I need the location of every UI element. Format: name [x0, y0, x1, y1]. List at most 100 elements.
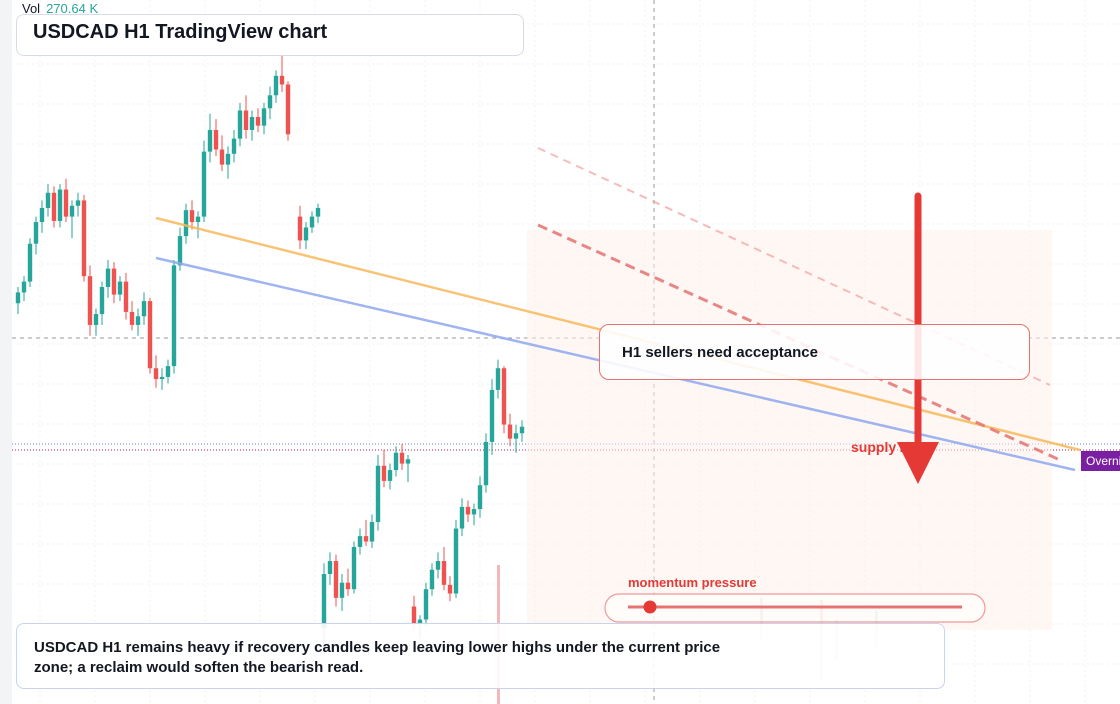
candle-body: [213, 129, 219, 150]
candle-body: [81, 200, 87, 277]
volume-label: Vol: [22, 1, 41, 16]
candle-body: [315, 207, 321, 217]
candle-body: [201, 151, 207, 217]
candle-body: [471, 509, 477, 515]
candle-body: [375, 465, 381, 523]
candle-body: [147, 301, 153, 369]
candle-body: [459, 506, 465, 529]
candle-body: [387, 470, 393, 481]
candle-body: [501, 368, 507, 425]
candle-body: [195, 216, 201, 223]
candle-body: [33, 222, 39, 244]
left-axis-strip: [0, 0, 12, 704]
candle-body: [381, 465, 387, 481]
candle-body: [333, 561, 339, 598]
candle-body: [279, 75, 285, 85]
candle-body: [477, 485, 483, 510]
analysis-note-box: USDCAD H1 remains heavy if recovery cand…: [16, 623, 945, 689]
candle-body: [153, 368, 159, 380]
candle-body: [255, 116, 261, 126]
momentum-pressure-label: momentum pressure: [628, 575, 757, 590]
candle-body: [27, 243, 33, 282]
candle-body: [369, 522, 375, 542]
candle-body: [507, 424, 513, 439]
candle-body: [465, 506, 471, 515]
candle-body: [237, 110, 243, 139]
candle-body: [261, 108, 267, 126]
candle-body: [111, 268, 117, 295]
candle-body: [159, 376, 165, 380]
candle-body: [39, 207, 45, 223]
candle-body: [495, 368, 501, 390]
candle-body: [183, 210, 189, 237]
candle-body: [87, 276, 93, 325]
candle-body: [411, 606, 417, 624]
candle-body: [93, 314, 99, 325]
dashed-channel-upper: [537, 147, 1051, 386]
supply-zone-shade: [527, 230, 1052, 630]
volume-value: 270.64 K: [46, 1, 99, 16]
candle-body: [357, 536, 363, 547]
candle-body: [171, 265, 177, 367]
candle-body: [75, 200, 81, 206]
candle-body: [309, 216, 315, 228]
candle-body: [351, 546, 357, 590]
candle-body: [417, 619, 423, 624]
chart-title: USDCAD H1 TradingView chart: [33, 21, 328, 43]
candle-body: [129, 311, 135, 325]
candle-body: [327, 561, 333, 575]
session-tag: Overnight: [1081, 451, 1120, 471]
candle-body: [207, 129, 213, 152]
supply-zone-label: supply zone: [851, 439, 932, 455]
volume-legend: Vol 270.64 K: [22, 1, 98, 16]
callout-text: H1 sellers need acceptance: [622, 344, 818, 361]
candle-body: [105, 268, 111, 288]
candle-body: [303, 227, 309, 241]
candle-body: [123, 281, 129, 312]
candle-body: [273, 75, 279, 96]
candle-body: [69, 205, 75, 217]
candle-body: [99, 287, 105, 315]
candle-body: [297, 216, 303, 241]
candle-body: [519, 426, 525, 434]
callout-box[interactable]: H1 sellers need acceptance: [599, 324, 1030, 380]
candle-body: [339, 582, 345, 598]
candle-body: [135, 316, 141, 325]
candle-body: [489, 389, 495, 442]
candle-body: [45, 192, 51, 208]
candle-body: [321, 574, 327, 629]
candle-body: [249, 116, 255, 130]
chart-title-box: USDCAD H1 TradingView chart: [16, 14, 524, 56]
candle-body: [423, 589, 429, 620]
momentum-handle: [643, 600, 657, 614]
candle-body: [429, 569, 435, 590]
candle-body: [447, 584, 453, 594]
candle-body: [21, 281, 27, 293]
analysis-note-text: USDCAD H1 remains heavy if recovery cand…: [34, 639, 721, 676]
candle-body: [117, 281, 123, 295]
candle-body: [441, 561, 447, 585]
candle-body: [513, 433, 519, 439]
candle-body: [405, 459, 411, 464]
candle-body: [453, 528, 459, 594]
candle-body: [231, 138, 237, 154]
candle-body: [483, 441, 489, 486]
candle-body: [363, 536, 369, 542]
candle-body: [285, 84, 291, 135]
candle-body: [219, 149, 225, 165]
candle-body: [393, 452, 399, 471]
candle-body: [243, 110, 249, 130]
candle-body: [189, 210, 195, 223]
candle-body: [165, 366, 171, 377]
candle-body: [435, 561, 441, 570]
candle-body: [51, 192, 57, 221]
bearish-arrow-head: [897, 442, 939, 484]
candle-body: [177, 236, 183, 266]
candle-body: [225, 153, 231, 165]
candle-body: [57, 189, 63, 221]
candle-body: [63, 189, 69, 217]
candle-body: [345, 582, 351, 590]
candle-body: [141, 301, 147, 317]
candle-body: [267, 95, 273, 109]
